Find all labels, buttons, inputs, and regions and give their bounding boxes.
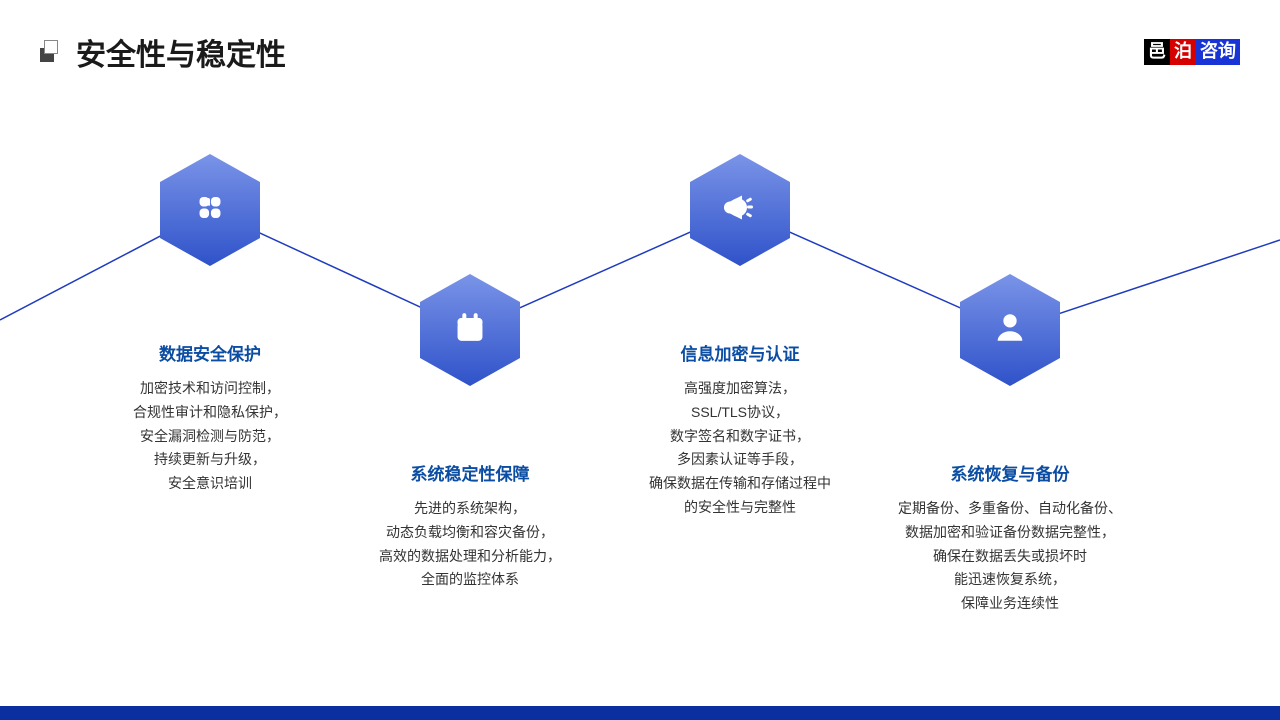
calendar-icon (451, 309, 489, 352)
page-title: 安全性与稳定性 (76, 30, 286, 74)
item-body: 定期备份、多重备份、自动化备份、 数据加密和验证备份数据完整性， 确保在数据丢失… (870, 497, 1150, 616)
megaphone-icon (720, 188, 760, 233)
item-block: 系统稳定性保障先进的系统架构， 动态负载均衡和容灾备份， 高效的数据处理和分析能… (330, 460, 610, 592)
footer-bar (0, 706, 1280, 720)
logo-part1: 邑 (1144, 39, 1170, 65)
user-icon (991, 309, 1029, 352)
hexagon-node (960, 274, 1060, 386)
item-title: 系统恢复与备份 (870, 460, 1150, 485)
item-block: 系统恢复与备份定期备份、多重备份、自动化备份、 数据加密和验证备份数据完整性， … (870, 460, 1150, 616)
item-title: 信息加密与认证 (600, 340, 880, 365)
header: 安全性与稳定性 邑 泊 咨询 (40, 30, 1240, 74)
item-body: 加密技术和访问控制， 合规性审计和隐私保护， 安全漏洞检测与防范， 持续更新与升… (70, 377, 350, 496)
item-body: 高强度加密算法， SSL/TLS协议， 数字签名和数字证书， 多因素认证等手段，… (600, 377, 880, 520)
hexagon-node (690, 154, 790, 266)
title-marker-icon (40, 40, 64, 64)
hexagon-node (160, 154, 260, 266)
diagram: 数据安全保护加密技术和访问控制， 合规性审计和隐私保护， 安全漏洞检测与防范， … (0, 150, 1280, 610)
item-block: 数据安全保护加密技术和访问控制， 合规性审计和隐私保护， 安全漏洞检测与防范， … (70, 340, 350, 496)
item-body: 先进的系统架构， 动态负载均衡和容灾备份， 高效的数据处理和分析能力， 全面的监… (330, 497, 610, 592)
item-title: 数据安全保护 (70, 340, 350, 365)
clover-icon (191, 189, 229, 232)
title-group: 安全性与稳定性 (40, 30, 286, 74)
item-title: 系统稳定性保障 (330, 460, 610, 485)
logo-part2: 泊 (1170, 39, 1196, 65)
hexagon-node (420, 274, 520, 386)
logo: 邑 泊 咨询 (1144, 39, 1240, 65)
item-block: 信息加密与认证高强度加密算法， SSL/TLS协议， 数字签名和数字证书， 多因… (600, 340, 880, 520)
logo-part3: 咨询 (1196, 39, 1240, 65)
